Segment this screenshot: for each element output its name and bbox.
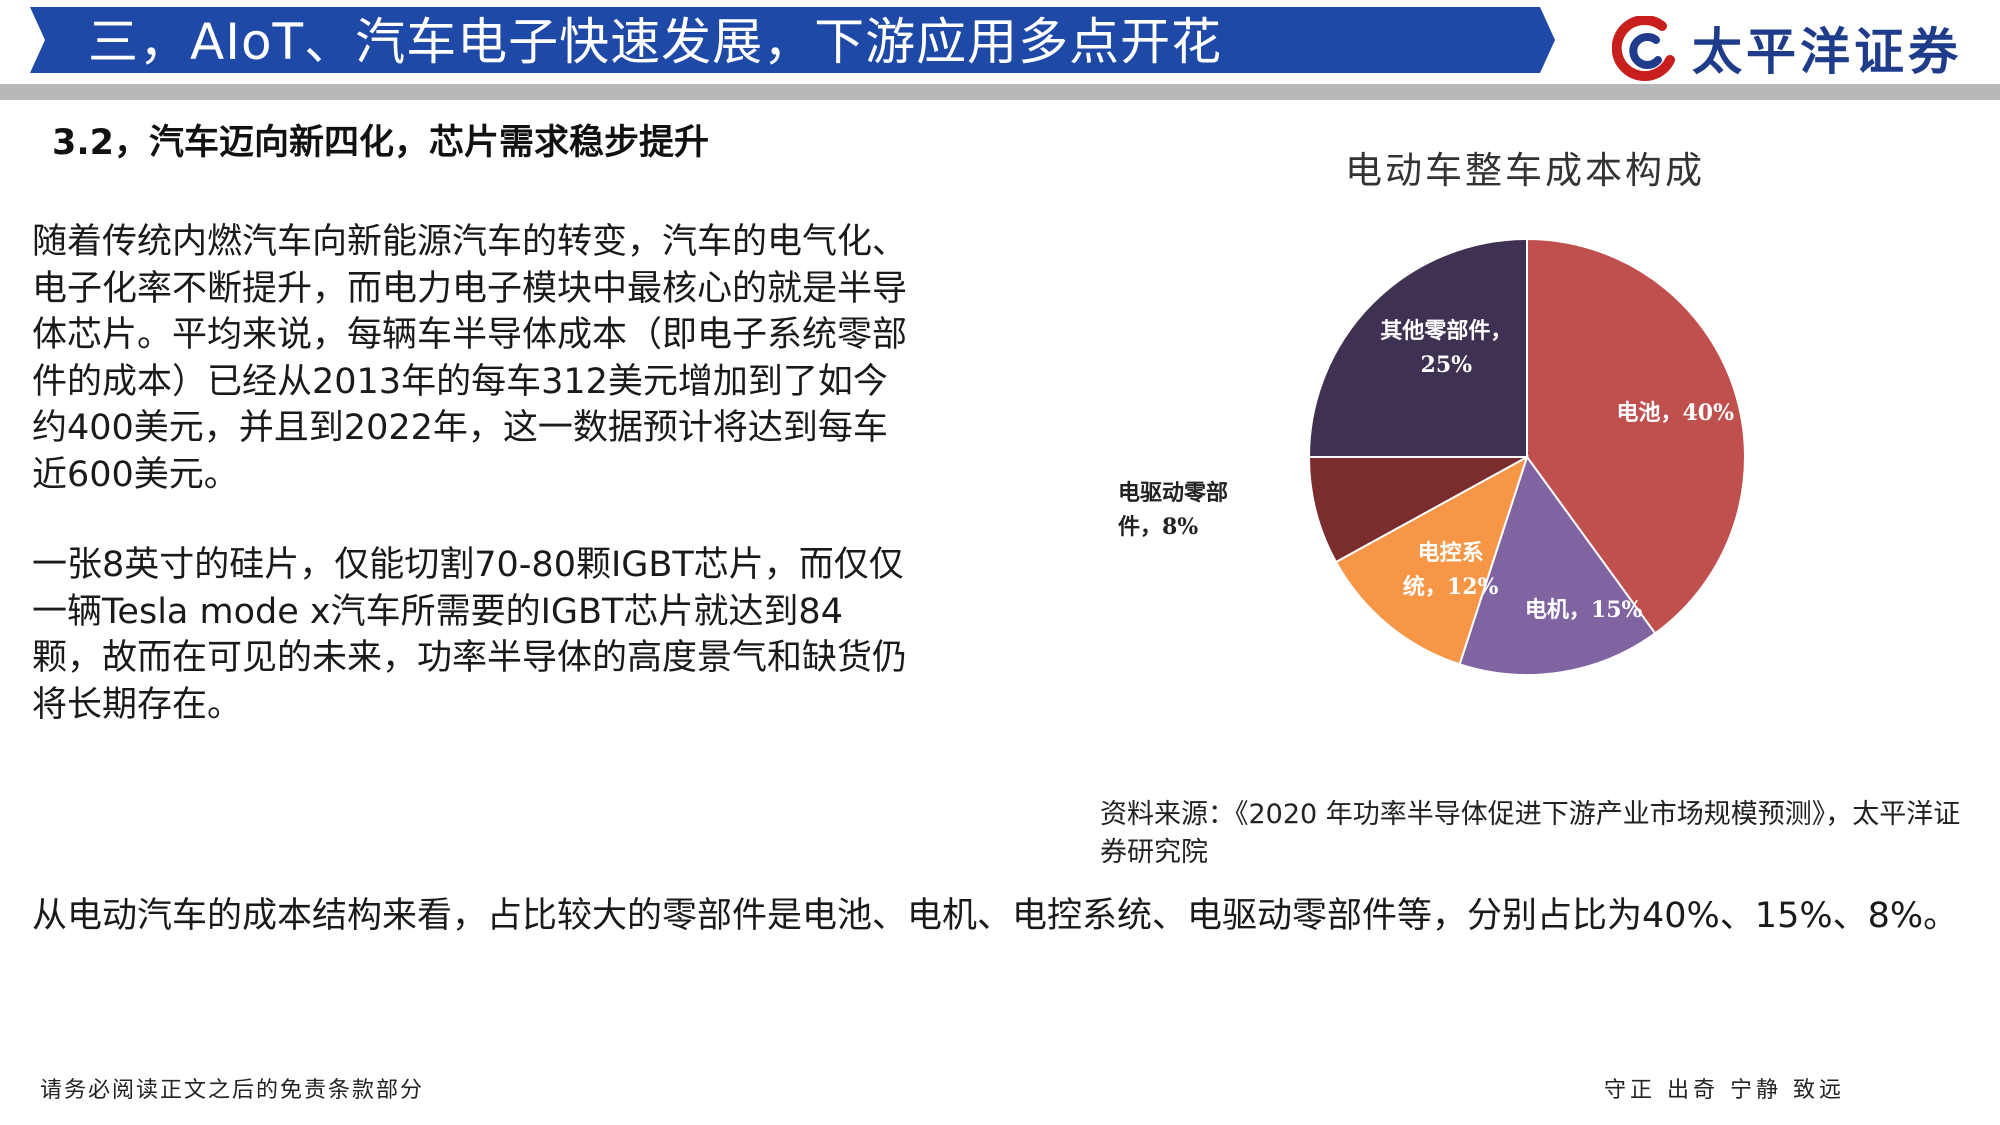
body-paragraph-2: 一张8英寸的硅片，仅能切割70-80颗IGBT芯片，而仅仅一辆Tesla mod… bbox=[32, 545, 908, 725]
logo-mark-icon bbox=[1612, 16, 1675, 81]
slice-label-line: 电驱动零部 bbox=[1118, 480, 1229, 506]
slice-label-line: 电控系 bbox=[1417, 540, 1484, 567]
chart-source: 资料来源：《2020 年功率半导体促进下游产业市场规模预测》，太平洋证券研究院 bbox=[1100, 799, 1961, 868]
pie-slice bbox=[1307, 240, 1528, 458]
slice-label: 电机，15% bbox=[1524, 596, 1643, 623]
slice-label-line: 统，12% bbox=[1402, 574, 1499, 601]
chart-title: 电动车整车成本构成 bbox=[1345, 149, 1705, 192]
summary-paragraph: 从电动汽车的成本结构来看，占比较大的零部件是电池、电机、电控系统、电驱动零部件等… bbox=[32, 896, 1959, 936]
footer-motto: 守正 出奇 宁静 致远 bbox=[1604, 1078, 1845, 1103]
logo-text: 太平洋证券 bbox=[1692, 23, 1962, 81]
slice-label: 电控系统，12% bbox=[1403, 536, 1499, 604]
slice-label: 电池，40% bbox=[1616, 400, 1734, 427]
pie-chart-svg bbox=[1307, 240, 1746, 676]
pie-slice bbox=[1458, 454, 1657, 676]
section-title: 3.2，汽车迈向新四化，芯片需求稳步提升 bbox=[52, 123, 710, 163]
footer-disclaimer: 请务必阅读正文之后的免责条款部分 bbox=[40, 1078, 425, 1103]
slice-label-line: 件，8% bbox=[1118, 514, 1199, 540]
slice-label: 电驱动零部件，8% bbox=[1118, 476, 1228, 544]
slice-label-line: 25% bbox=[1420, 352, 1473, 378]
header-banner-shape bbox=[30, 7, 1555, 73]
slice-label-line: 其他零部件， bbox=[1380, 318, 1513, 344]
header-banner: 三，AIoT、汽车电子快速发展，下游应用多点开花 bbox=[0, 0, 1560, 84]
pie-slice bbox=[1307, 456, 1528, 564]
pie-chart: 电池，40% 电机，15% 电控系统，12% 电驱动零部件，8% 其他零部件， 25% bbox=[1118, 240, 1780, 740]
body-paragraph-1: 随着传统内燃汽车向新能源汽车的转变，汽车的电气化、电子化率不断提升，而电力电子模… bbox=[32, 222, 908, 495]
pie-slice bbox=[1334, 454, 1529, 666]
header-divider bbox=[0, 84, 2000, 100]
company-logo: 太平洋证券 bbox=[1612, 10, 1982, 81]
pie-slice bbox=[1526, 240, 1746, 635]
slice-label: 其他零部件， 25% bbox=[1380, 314, 1512, 382]
page-title: 三，AIoT、汽车电子快速发展，下游应用多点开花 bbox=[88, 13, 1223, 71]
